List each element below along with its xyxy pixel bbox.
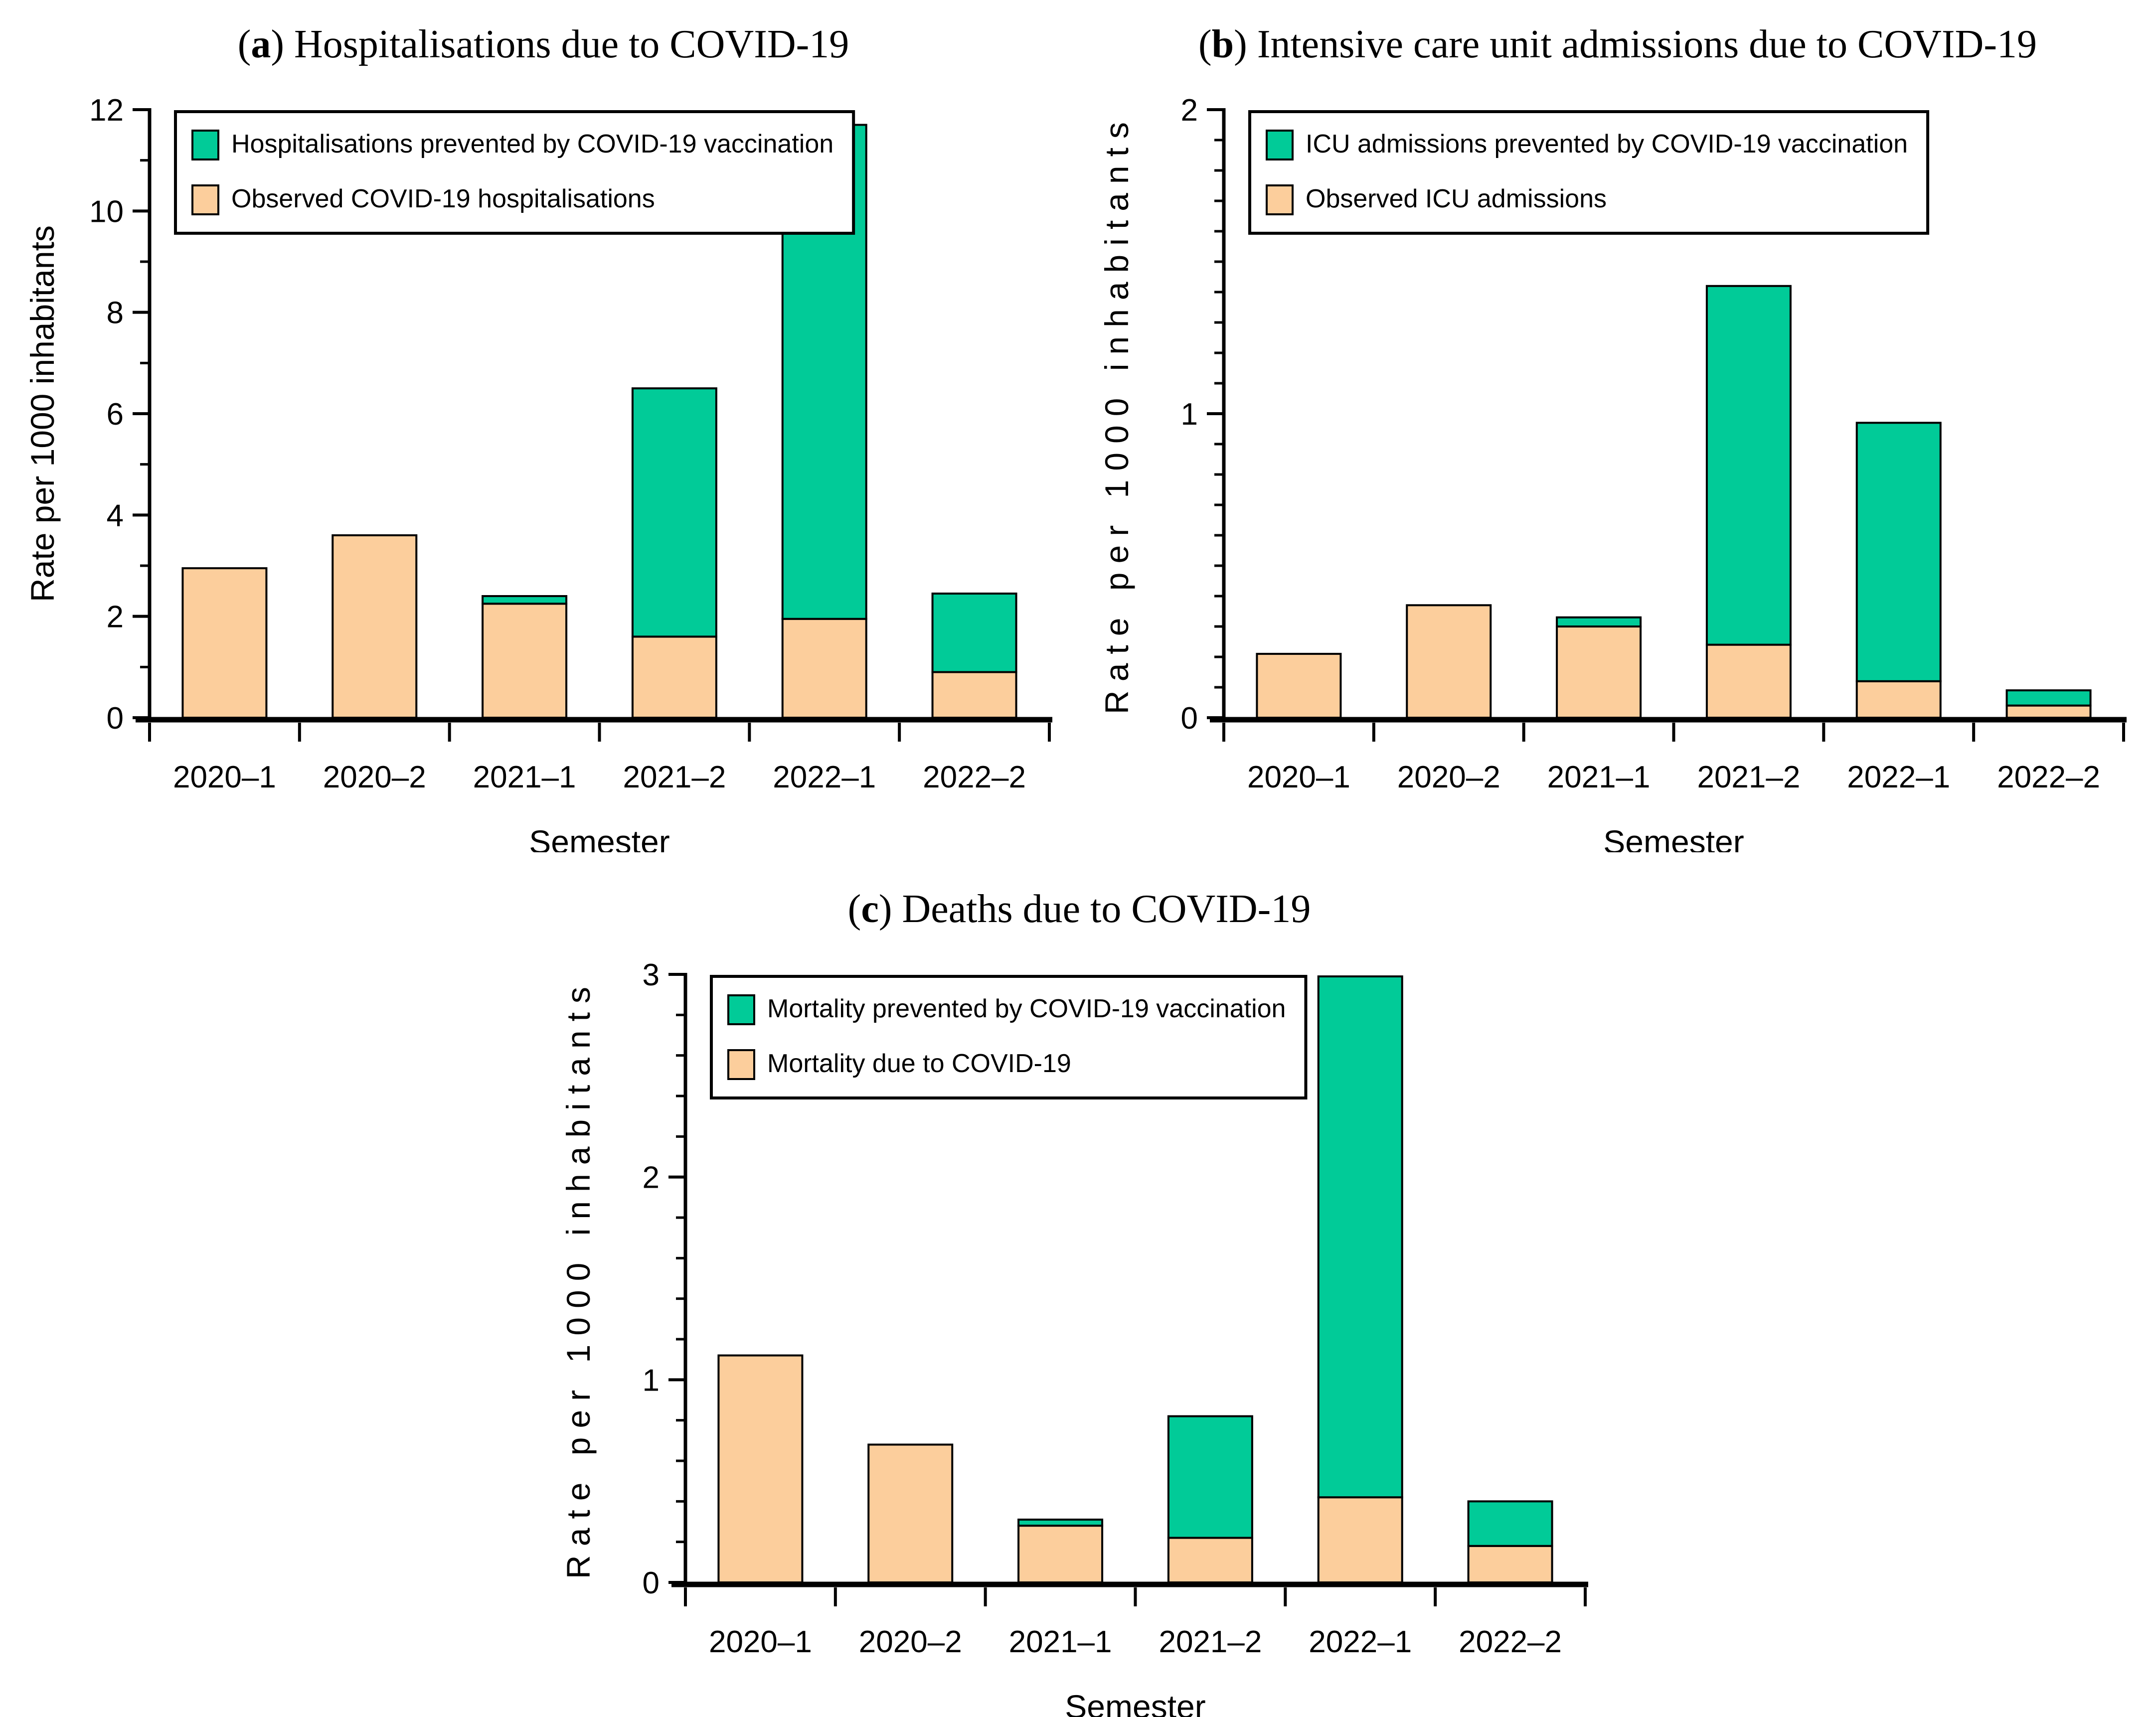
chart-c: (c) Deaths due to COVID-19 0 1 2 3 2020–1 2020… [560, 887, 1588, 1717]
bar-b-observed-4 [1855, 680, 1942, 719]
y-tick-label: 10 [89, 194, 124, 229]
bar-a-prevented-2 [482, 595, 568, 605]
legend-swatch-prevented [191, 130, 219, 160]
x-category-label: 2020–1 [173, 760, 276, 794]
x-category-label: 2021–2 [1159, 1625, 1262, 1659]
bar-b-observed-1 [1406, 604, 1492, 719]
bar-b-observed-2 [1556, 625, 1642, 719]
legend-swatch-observed [191, 184, 219, 215]
legend-label-observed: Observed ICU admissions [1306, 184, 1607, 213]
bar-b-prevented-2 [1556, 616, 1642, 627]
x-category-label: 2022–1 [773, 760, 876, 794]
bar-c-observed-2 [1017, 1525, 1104, 1583]
x-category-label: 2021–2 [623, 760, 726, 794]
legend-swatch-observed [727, 1049, 755, 1080]
bar-a-observed-4 [781, 618, 867, 719]
y-tick-label: 3 [643, 958, 660, 992]
legend-a: Hospitalisations prevented by COVID-19 v… [174, 110, 855, 235]
x-category-label: 2020–1 [1247, 760, 1350, 794]
bar-c-observed-1 [867, 1443, 954, 1583]
x-category-label: 2020–2 [323, 760, 426, 794]
y-tick-label: 1 [643, 1363, 660, 1398]
x-axis-title: Semester [529, 823, 669, 852]
bar-a-observed-1 [332, 534, 418, 719]
y-tick-label: 12 [89, 93, 124, 128]
y-axis-title: Rate per 1000 inhabitants [560, 978, 597, 1579]
x-category-label: 2022–2 [923, 760, 1026, 794]
x-category-label: 2021–1 [1009, 1625, 1112, 1659]
legend-swatch-prevented [1266, 130, 1294, 160]
y-tick-label: 4 [107, 498, 124, 533]
x-category-label: 2022–1 [1309, 1625, 1412, 1659]
bar-c-observed-4 [1317, 1496, 1403, 1583]
x-category-label: 2021–2 [1697, 760, 1800, 794]
panel-deaths: (c) Deaths due to COVID-19 0 1 2 3 2020–1 2020… [551, 870, 1608, 1717]
bar-a-observed-5 [931, 671, 1017, 719]
bar-b-prevented-5 [2005, 689, 2092, 707]
chart-c-title: (c) Deaths due to COVID-19 [848, 887, 1311, 931]
legend-label-observed: Observed COVID-19 hospitalisations [231, 184, 655, 213]
legend-label-prevented: Mortality prevented by COVID-19 vaccinat… [767, 994, 1286, 1023]
legend-label-prevented: ICU admissions prevented by COVID-19 vac… [1306, 130, 1908, 158]
legend-box [1248, 110, 1930, 235]
y-tick-label: 0 [643, 1566, 660, 1600]
x-axis-title: Semester [1603, 823, 1744, 852]
legend-box [710, 975, 1308, 1099]
x-category-label: 2020–2 [859, 1625, 962, 1659]
y-tick-label: 8 [107, 296, 124, 330]
y-axis-title: Rate per 1000 inhabitants [1098, 113, 1135, 714]
bar-b-observed-5 [2005, 704, 2092, 719]
chart-b: (b) Intensive care unit admissions due t… [1098, 22, 2127, 852]
bar-c-prevented-3 [1167, 1415, 1253, 1539]
legend-label-prevented: Hospitalisations prevented by COVID-19 v… [231, 130, 833, 158]
bar-a-observed-3 [631, 635, 717, 719]
x-axis-title: Semester [1065, 1688, 1205, 1717]
x-category-label: 2021–1 [473, 760, 576, 794]
panel-hospitalisations: (a) Hospitalisations due to COVID-19 0 2 4 6… [15, 5, 1072, 852]
bar-c-prevented-4 [1317, 975, 1403, 1499]
y-tick-label: 0 [107, 701, 124, 736]
bar-c-observed-3 [1167, 1537, 1253, 1583]
legend-c: Mortality prevented by COVID-19 vaccinat… [710, 975, 1308, 1099]
legend-box [174, 110, 855, 235]
y-axis-title: Rate per 1000 inhabitants [24, 225, 61, 602]
bar-c-prevented-5 [1467, 1500, 1553, 1547]
y-tick-label: 2 [107, 600, 124, 634]
x-category-label: 2022–1 [1847, 760, 1950, 794]
bar-a-observed-0 [181, 567, 268, 719]
y-tick-label: 1 [1181, 397, 1198, 432]
x-category-label: 2022–2 [1459, 1625, 1562, 1659]
legend-swatch-observed [1266, 184, 1294, 215]
y-tick-label: 2 [643, 1161, 660, 1195]
chart-b-title: (b) Intensive care unit admissions due t… [1198, 22, 2037, 66]
legend-label-observed: Mortality due to COVID-19 [767, 1049, 1071, 1078]
bar-a-prevented-5 [931, 592, 1017, 673]
x-category-label: 2022–2 [1997, 760, 2100, 794]
bar-a-observed-2 [482, 603, 568, 719]
x-category-label: 2020–2 [1397, 760, 1500, 794]
bar-c-observed-5 [1467, 1545, 1553, 1584]
y-tick-label: 6 [107, 397, 124, 432]
bar-b-observed-3 [1705, 643, 1792, 719]
bar-c-prevented-2 [1017, 1518, 1104, 1527]
legend-swatch-prevented [727, 994, 755, 1025]
y-tick-label: 0 [1181, 701, 1198, 736]
x-category-label: 2020–1 [709, 1625, 812, 1659]
legend-b: ICU admissions prevented by COVID-19 vac… [1248, 110, 1930, 235]
bar-a-prevented-3 [631, 387, 717, 638]
chart-a-title: (a) Hospitalisations due to COVID-19 [238, 22, 849, 66]
x-category-label: 2021–1 [1547, 760, 1651, 794]
chart-a: (a) Hospitalisations due to COVID-19 0 2 4 6… [24, 22, 1052, 852]
bar-b-prevented-4 [1855, 422, 1942, 682]
y-tick-label: 2 [1181, 93, 1198, 128]
bar-b-prevented-3 [1705, 285, 1792, 646]
panel-icu-admissions: (b) Intensive care unit admissions due t… [1089, 5, 2146, 852]
bar-c-observed-0 [717, 1354, 804, 1583]
bar-b-observed-0 [1256, 652, 1342, 719]
